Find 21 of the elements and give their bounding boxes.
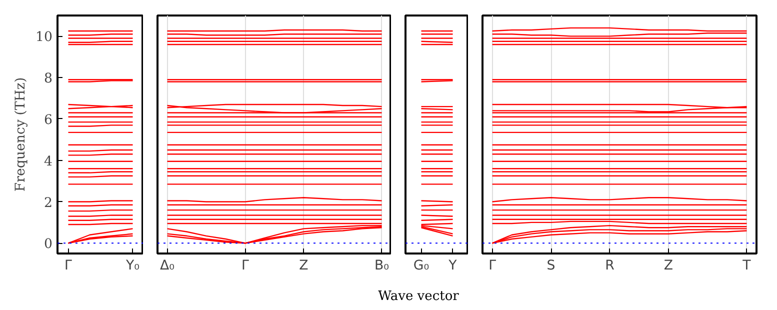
y-tick-label: 6 (44, 112, 53, 128)
x-tick-label: Γ (488, 258, 497, 274)
x-tick-label: R (605, 258, 614, 274)
x-tick-label: G₀ (413, 258, 430, 274)
x-tick-label: Y (448, 258, 458, 274)
x-tick-label: Z (299, 258, 308, 274)
x-tick-label: Δ₀ (160, 258, 174, 274)
x-tick-label: Γ (242, 258, 250, 274)
x-tick-label: Γ (64, 258, 73, 274)
y-tick-label: 0 (44, 237, 53, 252)
y-tick-label: 2 (44, 196, 53, 211)
x-axis-title: Wave vector (378, 288, 459, 306)
y-tick-label: 10 (36, 30, 53, 46)
x-tick-label: B₀ (374, 258, 390, 274)
x-tick-label: T (742, 258, 752, 274)
x-tick-label: Y₀ (125, 258, 140, 274)
y-axis-title: Frequency (THz) (14, 77, 29, 192)
y-tick-label: 8 (44, 72, 53, 87)
y-tick-label: 4 (44, 154, 53, 170)
x-tick-label: S (546, 258, 556, 274)
x-tick-label: Z (664, 258, 674, 274)
